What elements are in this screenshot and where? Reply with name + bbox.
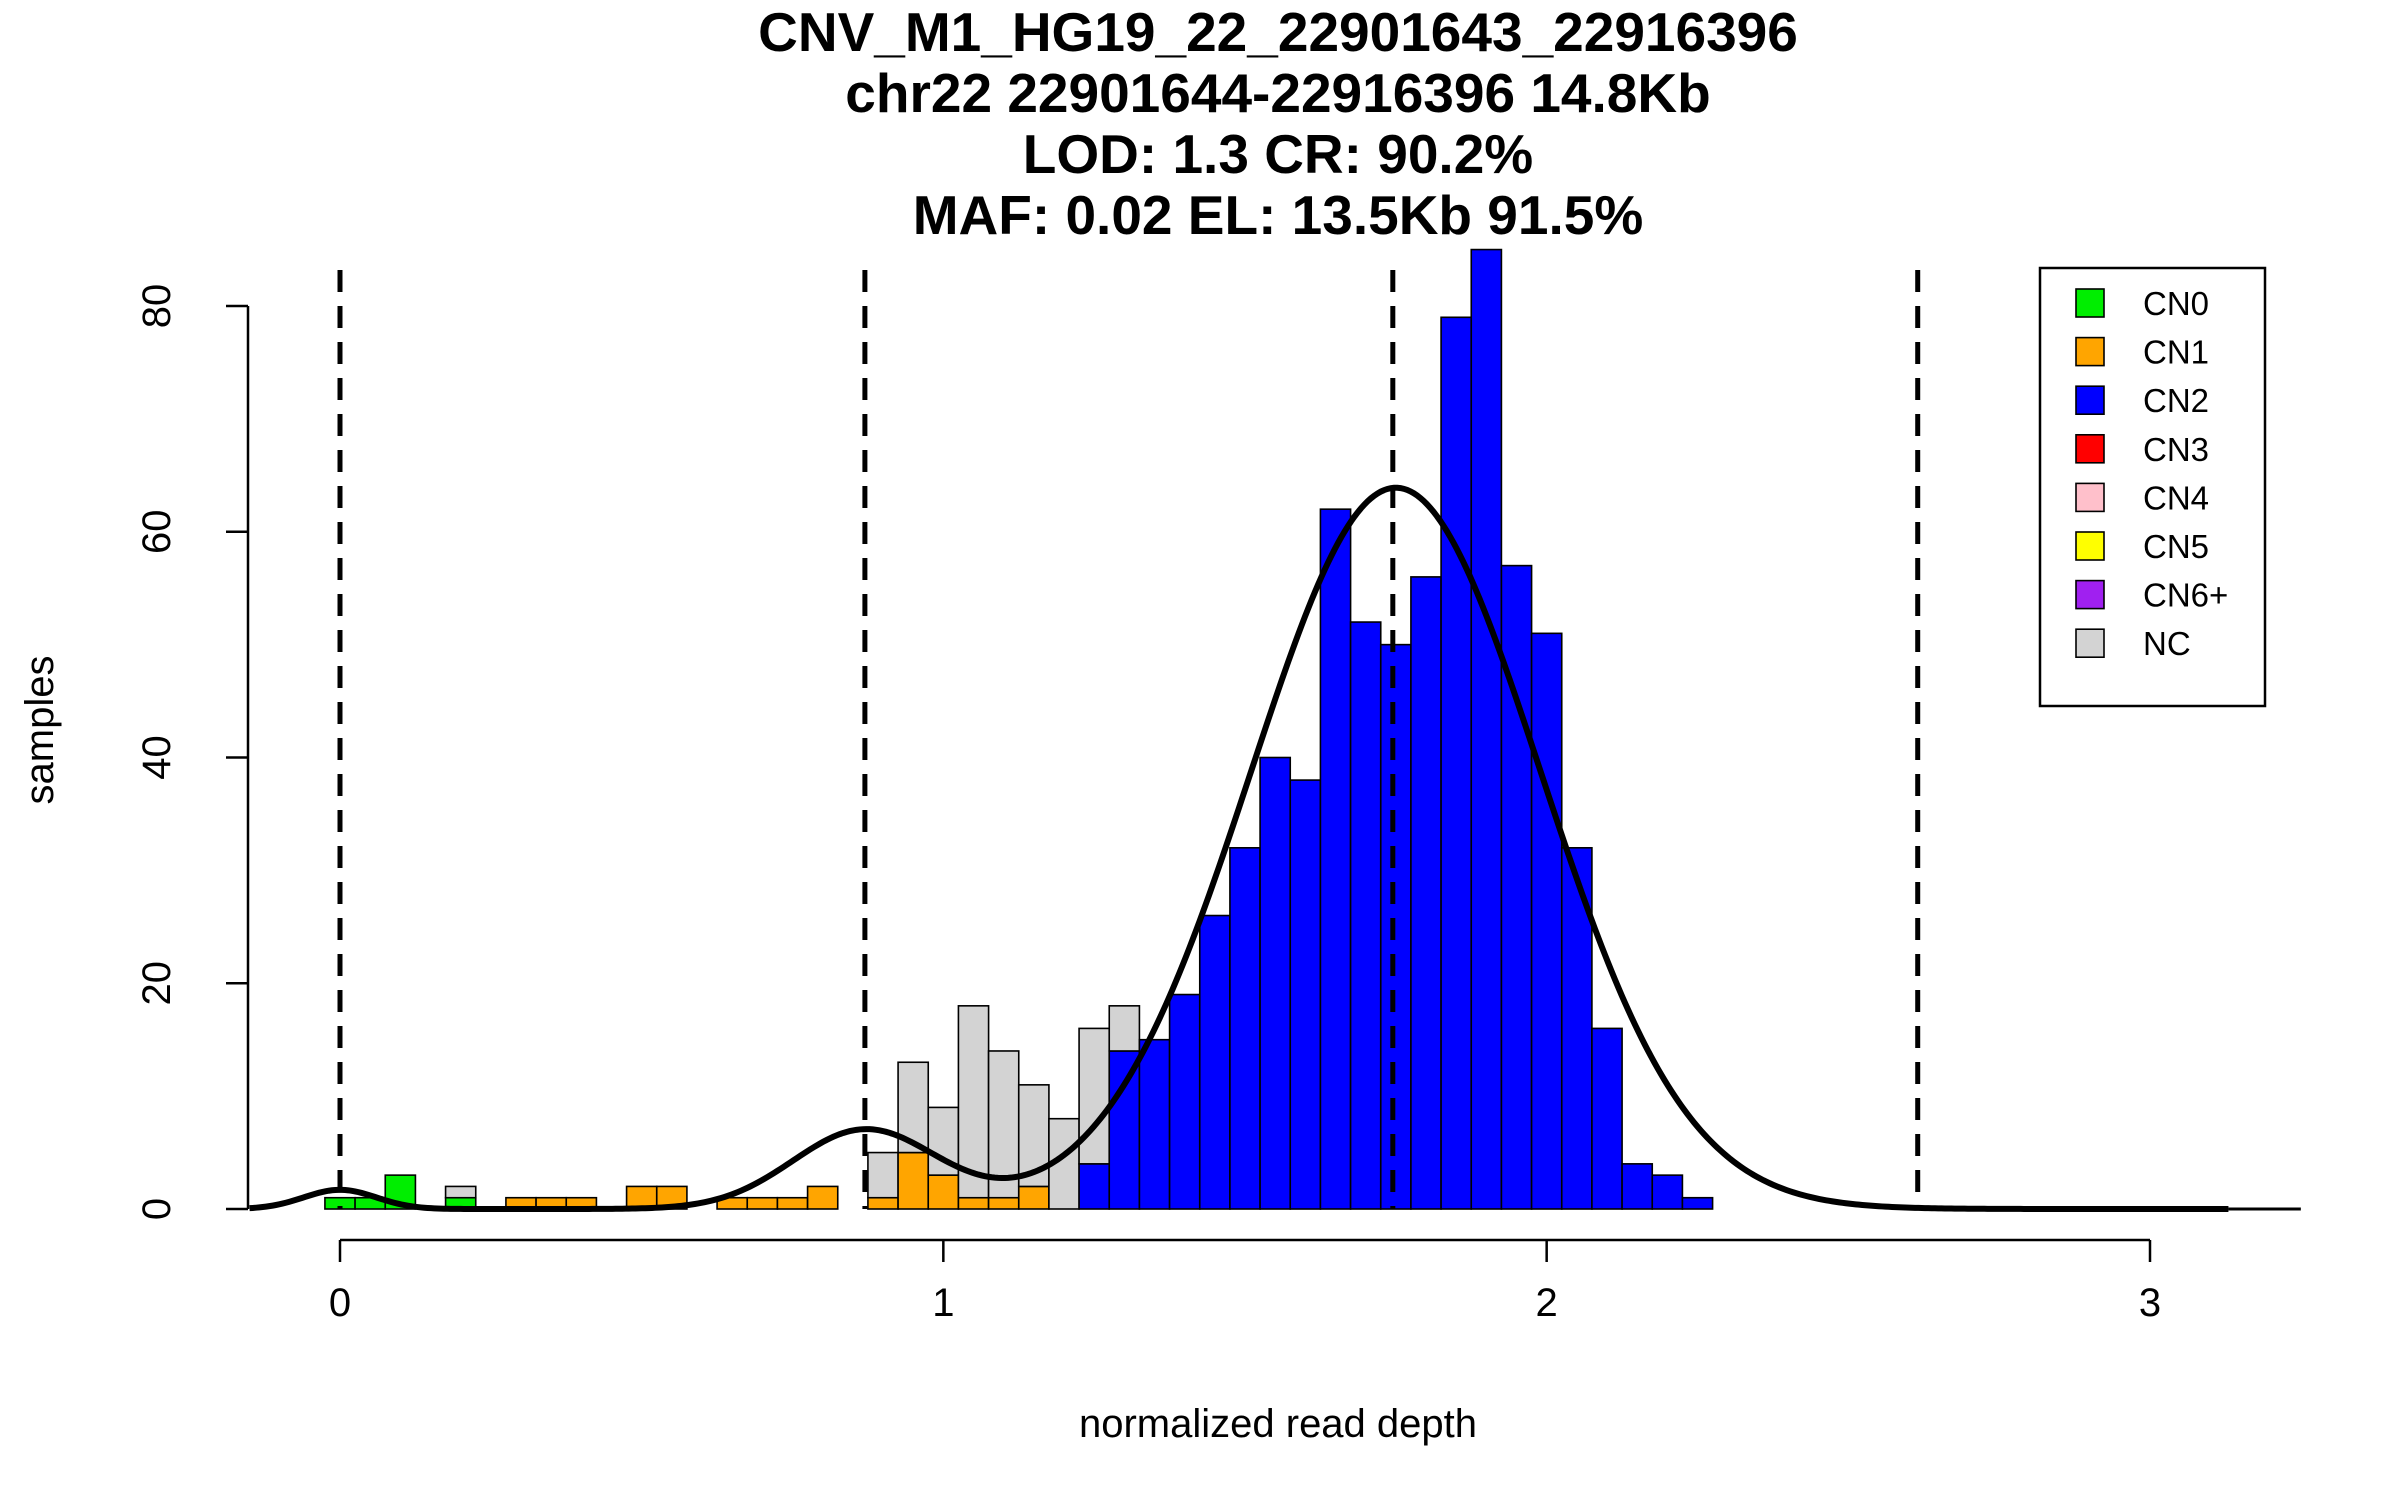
legend: CN0 CN1 CN2 CN3 CN4 CN5 CN6+ NC (2038, 266, 2267, 708)
bar-cn2-38-0 (1621, 1163, 1654, 1210)
bar-cn2-25-0 (1229, 846, 1261, 1210)
histogram-bars (324, 248, 1714, 1210)
legend-swatch-cn1 (2075, 336, 2105, 367)
bar-cn1-14-0 (897, 1151, 930, 1210)
x-tick-label-3: 3 (2139, 1281, 2161, 1325)
legend-swatch-nc (2075, 628, 2105, 659)
title-line-2: chr22 22901644-22916396 14.8Kb (845, 62, 1710, 124)
bar-nc-21-1 (1108, 1005, 1141, 1052)
x-tick-label-2: 2 (1536, 1281, 1558, 1325)
bar-cn2-20-0 (1078, 1163, 1111, 1210)
x-axis-label: normalized read depth (1079, 1402, 1477, 1446)
bar-cn2-22-0 (1138, 1038, 1171, 1210)
bar-cn2-21-0 (1108, 1050, 1141, 1210)
bar-nc-16-1 (957, 1005, 990, 1199)
legend-swatch-cn0 (2075, 288, 2105, 318)
legend-swatch-cn6plus (2075, 579, 2105, 610)
bar-cn1-13-0 (867, 1196, 899, 1210)
legend-label-cn3: CN3 (2143, 431, 2209, 468)
bar-cn2-32-0 (1440, 316, 1473, 1210)
title-line-4: MAF: 0.02 EL: 13.5Kb 91.5% (913, 184, 1644, 246)
bar-cn2-23-0 (1168, 993, 1201, 1210)
legend-label-cn4: CN4 (2143, 479, 2209, 516)
legend-label-cn5: CN5 (2143, 528, 2209, 565)
bar-cn2-26-0 (1259, 756, 1292, 1210)
bar-cn2-37-0 (1591, 1027, 1623, 1210)
y-tick-label-3: 60 (135, 510, 179, 555)
legend-swatch-cn2 (2075, 385, 2105, 416)
y-axis: 0 20 40 60 80 (135, 284, 250, 1220)
mixture-density-curve (249, 484, 2229, 1212)
y-tick-label-4: 80 (135, 284, 179, 329)
bar-cn1-17-0 (987, 1196, 1020, 1210)
bar-cn2-27-0 (1289, 779, 1322, 1210)
bar-nc-13-1 (867, 1151, 899, 1199)
bar-cn2-24-0 (1198, 914, 1231, 1210)
bar-cn2-40-0 (1681, 1196, 1714, 1210)
bar-cn1-10-0 (746, 1196, 779, 1210)
bar-cn2-33-0 (1470, 248, 1503, 1210)
copy-number-cutoff-lines (337, 270, 1921, 1209)
legend-label-cn6plus: CN6+ (2143, 577, 2228, 614)
legend-swatch-cn3 (2075, 433, 2105, 464)
x-tick-label-1: 1 (932, 1281, 954, 1325)
bar-cn1-11-0 (776, 1196, 809, 1210)
bar-cn2-29-0 (1349, 621, 1382, 1210)
legend-label-cn1: CN1 (2143, 334, 2209, 371)
title-line-1: CNV_M1_HG19_22_22901643_22916396 (758, 1, 1798, 63)
x-tick-label-0: 0 (329, 1281, 351, 1325)
legend-label-nc: NC (2143, 625, 2191, 662)
bar-nc-15-1 (927, 1106, 960, 1176)
legend-swatch-cn5 (2075, 531, 2105, 561)
bar-nc-3-1 (444, 1185, 477, 1199)
x-axis: 0 1 2 3 (329, 1238, 2161, 1325)
title-line-3: LOD: 1.3 CR: 90.2% (1023, 123, 1533, 185)
bar-cn1-18-0 (1017, 1185, 1050, 1210)
bar-cn1-12-0 (806, 1185, 839, 1210)
y-axis-label: samples (18, 656, 62, 805)
legend-label-cn0: CN0 (2143, 285, 2209, 322)
y-tick-label-0: 0 (135, 1198, 179, 1220)
bar-cn2-30-0 (1379, 643, 1412, 1210)
legend-swatch-cn4 (2075, 482, 2105, 513)
legend-label-cn2: CN2 (2143, 382, 2209, 419)
bar-cn2-28-0 (1319, 508, 1352, 1210)
bar-nc-17-1 (987, 1050, 1020, 1199)
bar-cn2-35-0 (1530, 632, 1563, 1210)
y-tick-label-1: 20 (135, 961, 179, 1006)
bar-cn2-39-0 (1651, 1174, 1684, 1210)
y-tick-label-2: 40 (135, 735, 179, 780)
bar-nc-20-1 (1078, 1027, 1111, 1165)
bar-cn1-15-0 (927, 1174, 960, 1210)
density-curves (249, 484, 2301, 1212)
chart-title: CNV_M1_HG19_22_22901643_22916396 chr22 2… (758, 1, 1798, 246)
bar-cn1-16-0 (957, 1196, 990, 1210)
bar-cn2-31-0 (1410, 576, 1442, 1210)
